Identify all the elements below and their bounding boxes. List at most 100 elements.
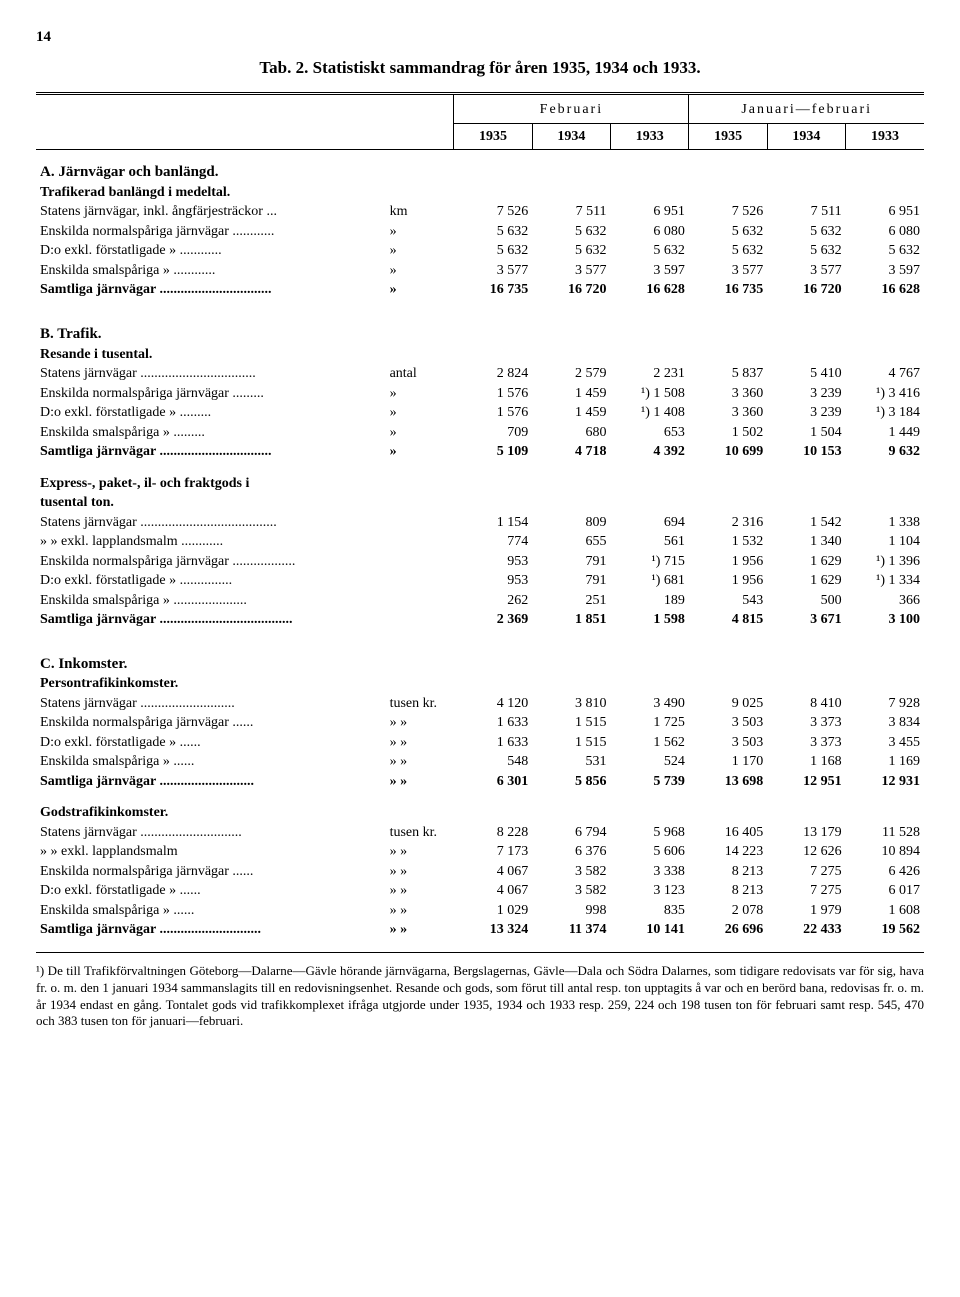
row-value: 6 017 bbox=[846, 881, 924, 901]
row-label: Statens järnvägar ......................… bbox=[36, 513, 386, 533]
year-col: 1935 bbox=[454, 123, 532, 150]
row-label: D:o exkl. förstatligade » ...... bbox=[36, 733, 386, 753]
row-value: 16 628 bbox=[846, 280, 924, 300]
row-value: 791 bbox=[532, 571, 610, 591]
row-value: 2 369 bbox=[454, 610, 532, 630]
row-value: 3 239 bbox=[767, 384, 845, 404]
row-value: 2 579 bbox=[532, 364, 610, 384]
table-row: Enskilda normalspåriga järnvägar .......… bbox=[36, 384, 924, 404]
row-value: 6 376 bbox=[532, 842, 610, 862]
row-unit: » » bbox=[386, 881, 454, 901]
row-value: 366 bbox=[846, 591, 924, 611]
table-row: Enskilda smalspåriga » .........»7096806… bbox=[36, 423, 924, 443]
table-row: D:o exkl. förstatligade » ......» »1 633… bbox=[36, 733, 924, 753]
year-col: 1934 bbox=[532, 123, 610, 150]
row-value: 4 815 bbox=[689, 610, 767, 630]
row-value: 3 503 bbox=[689, 713, 767, 733]
row-value: 8 410 bbox=[767, 694, 845, 714]
table-row: Enskilda smalspåriga » ......» »54853152… bbox=[36, 752, 924, 772]
row-unit: » bbox=[386, 384, 454, 404]
row-value: 953 bbox=[454, 552, 532, 572]
row-unit: » » bbox=[386, 713, 454, 733]
row-value: 998 bbox=[532, 901, 610, 921]
row-value: 3 490 bbox=[611, 694, 689, 714]
row-label: D:o exkl. förstatligade » ......... bbox=[36, 403, 386, 423]
section-letter: B. Trafik. bbox=[36, 324, 454, 345]
row-unit bbox=[386, 552, 454, 572]
row-value: 5 632 bbox=[689, 241, 767, 261]
row-value: 1 532 bbox=[689, 532, 767, 552]
row-unit: » » bbox=[386, 752, 454, 772]
row-value: 4 392 bbox=[611, 442, 689, 462]
row-value: 3 671 bbox=[767, 610, 845, 630]
row-unit: antal bbox=[386, 364, 454, 384]
row-value: 2 824 bbox=[454, 364, 532, 384]
row-value: 7 511 bbox=[532, 202, 610, 222]
row-value: 3 455 bbox=[846, 733, 924, 753]
row-value: 1 725 bbox=[611, 713, 689, 733]
row-value: 1 542 bbox=[767, 513, 845, 533]
row-value: 5 632 bbox=[689, 222, 767, 242]
row-unit: » » bbox=[386, 920, 454, 940]
row-value: 1 504 bbox=[767, 423, 845, 443]
row-value: 5 632 bbox=[532, 222, 610, 242]
row-unit bbox=[386, 532, 454, 552]
table-row: Enskilda smalspåriga » ............»3 57… bbox=[36, 261, 924, 281]
row-value: 16 720 bbox=[767, 280, 845, 300]
row-label: Samtliga järnvägar .....................… bbox=[36, 920, 386, 940]
sub-heading: Persontrafikinkomster. bbox=[36, 674, 454, 694]
row-value: 1 515 bbox=[532, 733, 610, 753]
row-value: 16 735 bbox=[454, 280, 532, 300]
table-row: Enskilda normalspåriga järnvägar .......… bbox=[36, 552, 924, 572]
stats-table: Februari Januari—februari 1935 1934 1933… bbox=[36, 92, 924, 953]
row-value: 1 598 bbox=[611, 610, 689, 630]
row-value: 680 bbox=[532, 423, 610, 443]
row-value: ¹) 1 408 bbox=[611, 403, 689, 423]
year-col: 1935 bbox=[689, 123, 767, 150]
row-label: Enskilda smalspåriga » ...... bbox=[36, 901, 386, 921]
row-value: ¹) 3 416 bbox=[846, 384, 924, 404]
row-label: Enskilda smalspåriga » ......... bbox=[36, 423, 386, 443]
row-value: 1 608 bbox=[846, 901, 924, 921]
row-value: 1 515 bbox=[532, 713, 610, 733]
row-value: 7 928 bbox=[846, 694, 924, 714]
row-value: 5 739 bbox=[611, 772, 689, 792]
row-value: 10 894 bbox=[846, 842, 924, 862]
row-value: 709 bbox=[454, 423, 532, 443]
row-value: 548 bbox=[454, 752, 532, 772]
row-value: 5 632 bbox=[454, 241, 532, 261]
row-value: 6 301 bbox=[454, 772, 532, 792]
row-unit: tusen kr. bbox=[386, 694, 454, 714]
row-value: 3 577 bbox=[689, 261, 767, 281]
row-unit: » » bbox=[386, 862, 454, 882]
row-value: 3 239 bbox=[767, 403, 845, 423]
row-value: 13 179 bbox=[767, 823, 845, 843]
row-label: Samtliga järnvägar .....................… bbox=[36, 772, 386, 792]
page-number: 14 bbox=[36, 28, 924, 47]
row-value: 3 597 bbox=[611, 261, 689, 281]
sub-heading: Resande i tusental. bbox=[36, 345, 454, 365]
row-value: ¹) 1 396 bbox=[846, 552, 924, 572]
row-value: 10 699 bbox=[689, 442, 767, 462]
row-value: 5 632 bbox=[846, 241, 924, 261]
row-value: 10 153 bbox=[767, 442, 845, 462]
section-letter: A. Järnvägar och banlängd. bbox=[36, 162, 454, 183]
row-value: 3 810 bbox=[532, 694, 610, 714]
row-unit: » » bbox=[386, 842, 454, 862]
row-value: 774 bbox=[454, 532, 532, 552]
row-value: 2 231 bbox=[611, 364, 689, 384]
table-row: Enskilda normalspåriga järnvägar ......»… bbox=[36, 862, 924, 882]
row-label: Samtliga järnvägar .....................… bbox=[36, 442, 386, 462]
row-label: Enskilda normalspåriga järnvägar .......… bbox=[36, 222, 386, 242]
row-value: 500 bbox=[767, 591, 845, 611]
table-row: Enskilda normalspåriga järnvägar ......»… bbox=[36, 713, 924, 733]
row-value: ¹) 681 bbox=[611, 571, 689, 591]
row-value: 3 582 bbox=[532, 862, 610, 882]
row-value: 3 577 bbox=[454, 261, 532, 281]
row-value: 12 951 bbox=[767, 772, 845, 792]
row-label: D:o exkl. förstatligade » ..............… bbox=[36, 571, 386, 591]
row-value: 3 577 bbox=[767, 261, 845, 281]
row-value: 6 080 bbox=[611, 222, 689, 242]
row-value: 5 109 bbox=[454, 442, 532, 462]
row-unit: » » bbox=[386, 772, 454, 792]
